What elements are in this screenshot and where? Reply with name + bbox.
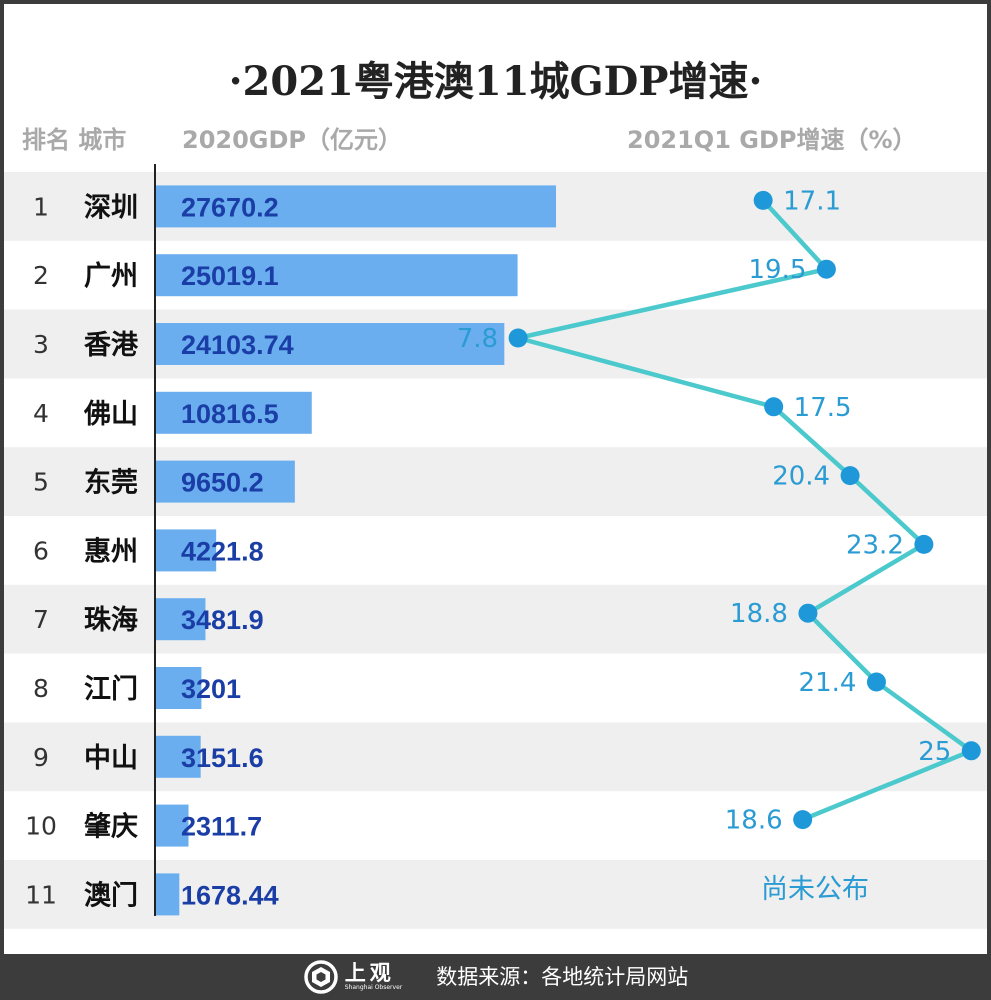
- gdp-bar: [155, 804, 189, 847]
- gdp-value-label: 25019.1: [181, 261, 279, 291]
- growth-point: [914, 534, 934, 554]
- growth-point: [866, 672, 886, 692]
- chart-canvas: ·2021粤港澳11城GDP增速· 排名 城市 2020GDP（亿元） 2021…: [4, 4, 987, 954]
- gdp-value-label: 9650.2: [181, 468, 264, 498]
- city-label: 佛山: [83, 399, 138, 430]
- gdp-value-label: 3201: [181, 674, 241, 704]
- gdp-bar: [155, 667, 202, 709]
- growth-point: [816, 259, 836, 279]
- rank-label: 4: [33, 399, 49, 428]
- growth-point: [793, 810, 813, 830]
- rank-label: 11: [25, 880, 57, 909]
- row-stripe: [4, 722, 987, 792]
- rank-label: 9: [33, 743, 49, 772]
- growth-value-label: 25: [918, 737, 951, 767]
- rank-city-header: 排名 城市: [22, 126, 127, 154]
- gdp-bar: [155, 529, 217, 572]
- growth-value-label: 18.6: [725, 806, 783, 836]
- gdp-bar: [155, 391, 312, 434]
- gdp-value-label: 1678.44: [181, 880, 279, 910]
- growth-point: [798, 603, 818, 623]
- growth-point: [764, 397, 784, 417]
- gdp-value-label: 27670.2: [181, 192, 279, 222]
- gdp-bar: [155, 873, 180, 916]
- row-stripe: [4, 447, 987, 516]
- logo-chinese-text: 上观: [344, 961, 395, 985]
- gdp-bar: [155, 323, 505, 365]
- data-source: 数据来源：各地统计局网站: [436, 965, 689, 989]
- rank-label: 10: [25, 812, 57, 841]
- gdp-value-label: 4221.8: [181, 536, 264, 566]
- growth-point: [508, 328, 528, 348]
- combo-chart: 1 深圳 27670.2 2 广州 25019.1 3 香港 24103.74 4 佛山 10816.…: [4, 164, 987, 929]
- gdp-bar: [155, 460, 295, 503]
- growth-point: [753, 190, 773, 210]
- growth-value-label: 18.8: [730, 599, 788, 629]
- growth-value-label: 21.4: [799, 668, 857, 698]
- city-label: 惠州: [84, 536, 138, 567]
- city-label: 深圳: [84, 192, 138, 223]
- gdp-bar: [155, 735, 201, 778]
- camera-aperture-icon: [304, 960, 338, 994]
- logo-english-text: Shanghai Observer: [344, 984, 403, 991]
- city-label: 澳门: [84, 880, 138, 911]
- growth-value-label: 19.5: [748, 255, 806, 285]
- rank-label: 8: [33, 674, 49, 703]
- gdp-value-label: 24103.74: [181, 330, 294, 360]
- growth-value-label: 23.2: [846, 530, 904, 560]
- growth-line: [515, 198, 974, 822]
- growth-header: 2021Q1 GDP增速（%）: [627, 126, 917, 154]
- gdp-bar: [155, 254, 518, 297]
- rank-label: 6: [33, 536, 49, 565]
- growth-point: [961, 741, 981, 761]
- growth-value-label: 17.5: [794, 393, 852, 423]
- rank-label: 5: [33, 468, 49, 497]
- rank-label: 2: [33, 261, 49, 290]
- city-label: 东莞: [84, 467, 138, 499]
- growth-point: [840, 466, 860, 486]
- city-label: 珠海: [84, 605, 138, 636]
- rank-label: 1: [33, 192, 49, 221]
- gdp-bar: [155, 185, 556, 228]
- city-label: 肇庆: [84, 811, 138, 843]
- gdp-header: 2020GDP（亿元）: [182, 126, 403, 154]
- macau-growth-pending-note: 尚未公布: [761, 874, 869, 905]
- gdp-value-label: 3481.9: [181, 605, 264, 635]
- city-label: 香港: [84, 330, 139, 361]
- rank-label: 7: [33, 605, 49, 634]
- rank-label: 3: [33, 330, 49, 359]
- gdp-bar: [155, 598, 206, 641]
- gdp-value-label: 2311.7: [181, 812, 262, 842]
- growth-value-label: 17.1: [783, 186, 841, 216]
- growth-value-label: 7.8: [457, 324, 498, 354]
- gdp-value-label: 10816.5: [181, 399, 279, 429]
- city-label: 江门: [84, 674, 138, 705]
- city-label: 广州: [84, 261, 138, 292]
- growth-value-label: 20.4: [772, 462, 830, 492]
- chart-title: ·2021粤港澳11城GDP增速·: [228, 58, 763, 105]
- city-label: 中山: [84, 743, 138, 774]
- gdp-value-label: 3151.6: [181, 743, 264, 773]
- footer: 上观 Shanghai Observer 数据来源：各地统计局网站: [0, 954, 991, 1000]
- shanghai-observer-logo: 上观 Shanghai Observer: [303, 959, 402, 995]
